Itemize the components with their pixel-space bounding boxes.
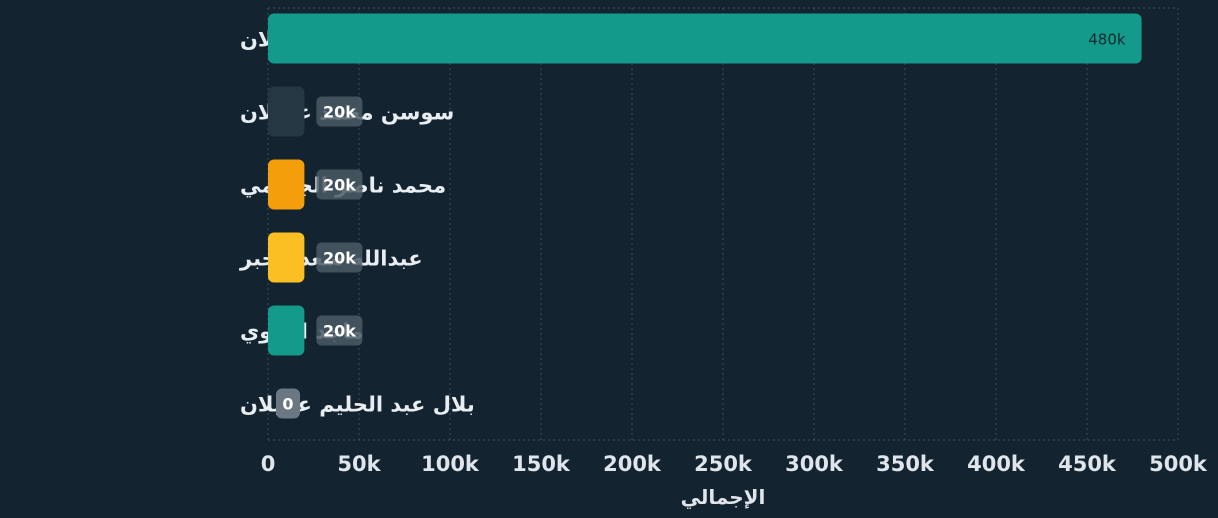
x-tick-label-9: 450k (1058, 452, 1117, 476)
x-tick-label-0: 0 (261, 452, 276, 476)
x-tick-label-6: 300k (785, 452, 844, 476)
data-label-bg-2 (316, 169, 363, 200)
category-label-5: بلال عبد الحليم عقيلان (240, 393, 475, 417)
data-label-1: 20k (323, 103, 356, 122)
data-label-bg-3 (316, 242, 363, 273)
data-label-4: 20k (323, 322, 356, 341)
data-label-bg-5 (276, 388, 300, 419)
bar-2 (268, 159, 305, 210)
x-axis-title: الإجمالي (681, 485, 766, 510)
x-tick-label-1: 50k (337, 452, 381, 476)
x-tick-label-8: 400k (967, 452, 1026, 476)
x-tick-label-2: 100k (421, 452, 480, 476)
x-tick-label-10: 500k (1149, 452, 1208, 476)
data-label-0: 480k (1088, 31, 1126, 49)
bar-0 (268, 13, 1142, 64)
bar-3 (268, 232, 305, 283)
data-label-5: 0 (282, 395, 293, 414)
x-tick-label-4: 200k (603, 452, 662, 476)
bar-1 (268, 86, 305, 137)
bar-4 (268, 305, 305, 356)
data-label-2: 20k (323, 176, 356, 195)
x-tick-label-7: 350k (876, 452, 935, 476)
data-label-bg-4 (316, 315, 363, 346)
data-label-3: 20k (323, 249, 356, 268)
data-label-bg-1 (316, 96, 363, 127)
x-tick-label-5: 250k (694, 452, 753, 476)
x-tick-label-3: 150k (512, 452, 571, 476)
